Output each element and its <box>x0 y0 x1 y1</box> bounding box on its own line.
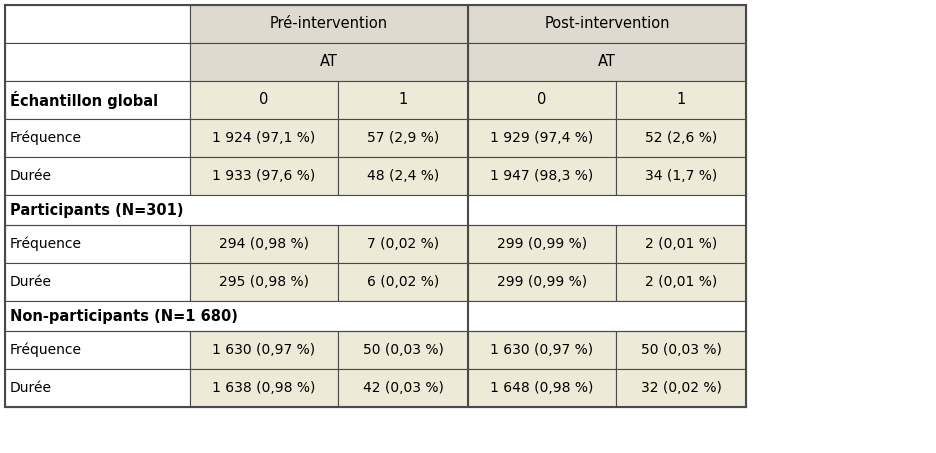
Bar <box>616 119 746 157</box>
Bar <box>616 81 746 119</box>
Text: Non-participants (N=1 680): Non-participants (N=1 680) <box>10 308 238 323</box>
Bar <box>468 119 616 157</box>
Bar <box>468 225 616 263</box>
Bar <box>616 225 746 263</box>
Bar <box>616 263 746 301</box>
Bar <box>190 263 338 301</box>
Text: Échantillon global: Échantillon global <box>10 91 158 109</box>
Text: Participants (N=301): Participants (N=301) <box>10 202 183 217</box>
Bar <box>5 301 746 331</box>
Bar <box>616 369 746 407</box>
Text: Fréquence: Fréquence <box>10 131 82 145</box>
Bar <box>5 43 190 81</box>
Text: Durée: Durée <box>10 275 52 289</box>
Bar <box>338 157 468 195</box>
Text: 32 (0,02 %): 32 (0,02 %) <box>640 381 722 395</box>
Text: 1 638 (0,98 %): 1 638 (0,98 %) <box>212 381 315 395</box>
Bar <box>468 157 616 195</box>
Bar <box>468 5 746 43</box>
Bar <box>5 119 190 157</box>
Bar <box>5 157 190 195</box>
Bar <box>190 225 338 263</box>
Text: 299 (0,99 %): 299 (0,99 %) <box>497 275 587 289</box>
Bar <box>190 119 338 157</box>
Bar <box>190 5 468 43</box>
Bar <box>5 195 746 225</box>
Bar <box>338 369 468 407</box>
Text: 42 (0,03 %): 42 (0,03 %) <box>362 381 444 395</box>
Bar <box>190 157 338 195</box>
Bar <box>190 369 338 407</box>
Text: 50 (0,03 %): 50 (0,03 %) <box>362 343 444 357</box>
Bar <box>190 43 468 81</box>
Text: Durée: Durée <box>10 169 52 183</box>
Text: 1 630 (0,97 %): 1 630 (0,97 %) <box>212 343 315 357</box>
Bar <box>338 81 468 119</box>
Bar <box>468 263 616 301</box>
Text: 50 (0,03 %): 50 (0,03 %) <box>640 343 722 357</box>
Text: Fréquence: Fréquence <box>10 237 82 251</box>
Bar <box>616 331 746 369</box>
Bar <box>5 225 190 263</box>
Bar <box>338 225 468 263</box>
Bar <box>468 331 616 369</box>
Bar <box>190 331 338 369</box>
Text: 1: 1 <box>399 92 407 107</box>
Bar <box>338 119 468 157</box>
Bar <box>338 331 468 369</box>
Bar <box>190 81 338 119</box>
Text: 1 630 (0,97 %): 1 630 (0,97 %) <box>490 343 593 357</box>
Text: 294 (0,98 %): 294 (0,98 %) <box>219 237 309 251</box>
Bar <box>468 43 746 81</box>
Bar <box>468 81 616 119</box>
Text: 1 648 (0,98 %): 1 648 (0,98 %) <box>490 381 593 395</box>
Bar <box>5 331 190 369</box>
Text: 1 924 (97,1 %): 1 924 (97,1 %) <box>212 131 315 145</box>
Text: Durée: Durée <box>10 381 52 395</box>
Bar <box>5 81 190 119</box>
Text: 57 (2,9 %): 57 (2,9 %) <box>367 131 439 145</box>
Text: Pré-intervention: Pré-intervention <box>270 16 388 32</box>
Text: 1 947 (98,3 %): 1 947 (98,3 %) <box>490 169 593 183</box>
Text: AT: AT <box>598 54 616 69</box>
Bar <box>5 263 190 301</box>
Text: 2 (0,01 %): 2 (0,01 %) <box>645 275 717 289</box>
Text: 2 (0,01 %): 2 (0,01 %) <box>645 237 717 251</box>
Text: 1: 1 <box>677 92 686 107</box>
Text: 34 (1,7 %): 34 (1,7 %) <box>645 169 717 183</box>
Text: Post-intervention: Post-intervention <box>544 16 670 32</box>
Text: 6 (0,02 %): 6 (0,02 %) <box>367 275 439 289</box>
Text: AT: AT <box>320 54 338 69</box>
Text: 52 (2,6 %): 52 (2,6 %) <box>645 131 717 145</box>
Text: 295 (0,98 %): 295 (0,98 %) <box>219 275 309 289</box>
Text: 1 933 (97,6 %): 1 933 (97,6 %) <box>212 169 315 183</box>
Bar <box>338 263 468 301</box>
Text: 48 (2,4 %): 48 (2,4 %) <box>367 169 439 183</box>
Text: 299 (0,99 %): 299 (0,99 %) <box>497 237 587 251</box>
Bar <box>5 369 190 407</box>
Text: 7 (0,02 %): 7 (0,02 %) <box>367 237 439 251</box>
Bar <box>468 369 616 407</box>
Text: 0: 0 <box>259 92 269 107</box>
Bar <box>5 5 190 43</box>
Text: 1 929 (97,4 %): 1 929 (97,4 %) <box>490 131 593 145</box>
Bar <box>616 157 746 195</box>
Text: 0: 0 <box>537 92 547 107</box>
Text: Fréquence: Fréquence <box>10 343 82 357</box>
